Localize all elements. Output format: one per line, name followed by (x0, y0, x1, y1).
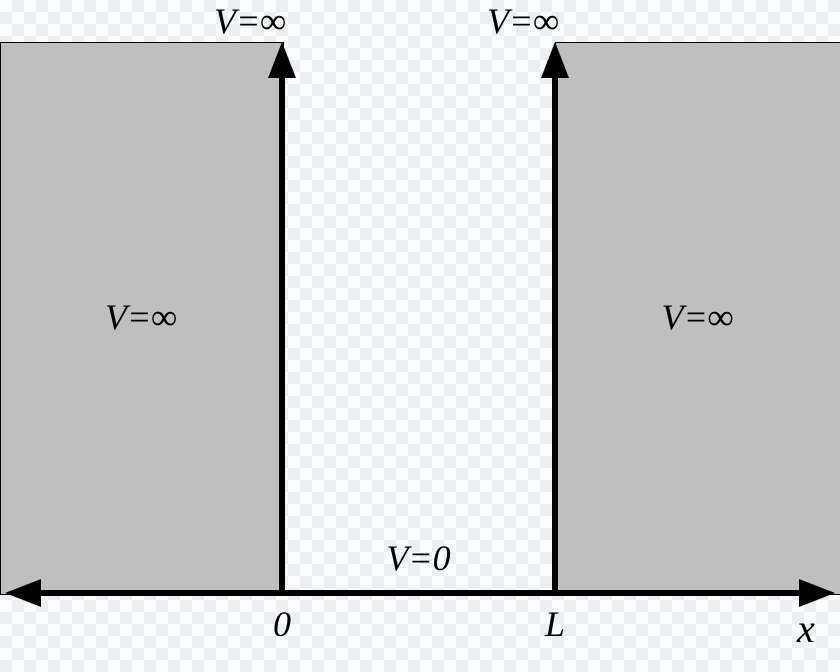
arrow-x-right-icon (799, 579, 835, 607)
arrow-x-left-icon (5, 579, 41, 607)
tick-L: L (545, 603, 565, 645)
diagram-stage: V=∞ V=∞ V=∞ V=∞ V=0 0 L x (0, 0, 840, 672)
label-region-left: V=∞ (105, 296, 177, 338)
x-axis (37, 590, 803, 596)
tick-origin: 0 (273, 603, 291, 645)
label-top-right: V=∞ (487, 0, 559, 42)
arrow-up-right-icon (541, 42, 569, 78)
label-top-left: V=∞ (214, 0, 286, 42)
well-wall-left (279, 74, 285, 596)
well-wall-right (552, 74, 558, 596)
arrow-up-left-icon (268, 42, 296, 78)
label-region-well: V=0 (386, 537, 450, 579)
x-axis-label: x (797, 605, 815, 652)
label-region-right: V=∞ (662, 296, 734, 338)
